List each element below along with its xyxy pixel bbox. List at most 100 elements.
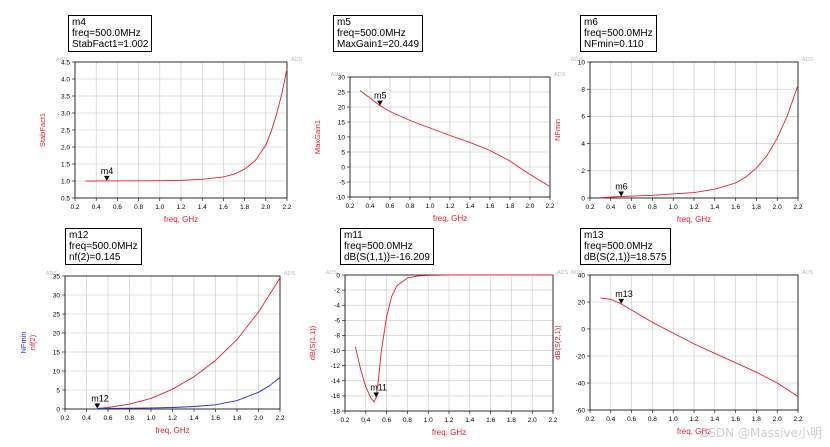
marker-triangle <box>104 175 110 181</box>
x-tick-label: 2.0 <box>773 416 782 423</box>
y-tick-label: 0 <box>336 272 340 279</box>
x-tick-label: 0.6 <box>103 415 112 422</box>
chart-panel-m11: 0.2 0.4 0.6 0.8 1.0 1.2 1.4 1.6 1.8 2.0 2.2 -18 -16 -… <box>308 270 569 437</box>
y-tick-label: -12 <box>331 363 341 370</box>
series-line-blue <box>97 377 281 410</box>
x-tick-label: 1.6 <box>485 203 494 210</box>
chart-panel-m12: 0.2 0.4 0.6 0.8 1.0 1.2 1.4 1.6 1.8 2.0 2.2 0 5 10 15 2… <box>19 271 296 435</box>
x-tick-label: 2.0 <box>528 417 537 424</box>
x-tick-label: 0.2 <box>70 204 79 211</box>
marker-readout-name: m6 <box>584 17 598 28</box>
y-tick-label: -8 <box>334 333 340 340</box>
x-tick-label: 1.0 <box>669 416 678 423</box>
y-tick-label: 15 <box>338 119 346 126</box>
x-tick-label: 1.8 <box>240 204 249 211</box>
x-tick-label: 0.2 <box>585 416 594 423</box>
y-tick-label: 20 <box>53 330 61 337</box>
y-tick-label: 0.5 <box>61 195 70 202</box>
watermark: CSDN @Massive小明 <box>699 426 822 440</box>
x-tick-label: 1.0 <box>669 204 678 211</box>
y-tick-label: 0 <box>56 406 60 413</box>
y-tick-label: -4 <box>334 303 340 310</box>
x-tick-label: 0.4 <box>365 203 374 210</box>
y-tick-label: 3.0 <box>61 110 70 117</box>
y-tick-label: -20 <box>576 353 586 360</box>
x-tick-label: 0.2 <box>60 415 69 422</box>
y-tick-label: 2.0 <box>61 144 70 151</box>
x-tick-label: 0.6 <box>627 204 636 211</box>
marker-triangle <box>373 392 379 398</box>
marker-label: m6 <box>615 182 628 192</box>
x-tick-label: 2.2 <box>545 203 554 210</box>
x-axis-label: freq, GHz <box>164 215 198 224</box>
y-tick-label: 6 <box>581 114 585 121</box>
y-tick-label: 0 <box>341 164 345 171</box>
series-line-red <box>359 90 551 187</box>
x-tick-label: 0.2 <box>340 417 349 424</box>
x-tick-label: 0.6 <box>382 417 391 424</box>
ads-corner-label: ADS <box>571 270 583 276</box>
marker-readout-freq: freq=500.0MHz <box>584 28 653 39</box>
y-tick-label: 5 <box>341 149 345 156</box>
x-tick-label: 1.8 <box>505 203 514 210</box>
x-tick-label: 0.4 <box>361 417 370 424</box>
marker-readout-name: m11 <box>344 230 363 241</box>
y-tick-label: 40 <box>578 272 586 279</box>
marker-readout-value: nf(2)=0.145 <box>69 252 121 263</box>
chart-panel-m13: 0.2 0.4 0.6 0.8 1.0 1.2 1.4 1.6 1.8 2.0 2.2 -60 -40 -… <box>553 270 814 436</box>
chart-panel-m5: 0.2 0.4 0.6 0.8 1.0 1.2 1.4 1.6 1.8 2.0 2.2 -10 -5 0 5… <box>313 72 566 223</box>
marker-readout-freq: freq=500.0MHz <box>584 241 653 252</box>
y-tick-label: 2 <box>581 168 585 175</box>
x-tick-label: 1.4 <box>189 415 198 422</box>
marker-readout-value: StabFact1=1.002 <box>72 39 149 50</box>
y-tick-label: 15 <box>53 349 61 356</box>
marker-label: m12 <box>91 393 109 403</box>
x-tick-label: 1.6 <box>219 204 228 211</box>
y-tick-label: 20 <box>338 104 346 111</box>
ads-corner-label: ADS <box>326 270 338 276</box>
y-tick-label: 2.5 <box>61 127 70 134</box>
y-tick-label: -10 <box>336 194 346 201</box>
x-tick-label: 1.6 <box>731 416 740 423</box>
y-axis-label: MaxGain1 <box>313 120 322 154</box>
x-tick-label: 2.2 <box>282 204 291 211</box>
x-tick-label: 1.0 <box>424 417 433 424</box>
x-tick-label: 2.2 <box>548 417 557 424</box>
marker-readout-name: m5 <box>337 17 351 28</box>
x-tick-label: 2.0 <box>261 204 270 211</box>
ads-corner-label: ADS <box>557 270 569 276</box>
x-tick-label: 1.8 <box>232 415 241 422</box>
y-tick-label: 35 <box>53 273 61 280</box>
marker-triangle <box>94 403 101 409</box>
ads-corner-label: ADS <box>291 57 303 63</box>
y-tick-label: 30 <box>338 74 346 81</box>
x-tick-label: 1.4 <box>710 204 719 211</box>
y-axis-label: NFmin <box>19 331 28 353</box>
y-tick-label: 0 <box>581 195 585 202</box>
y-tick-label: 1.0 <box>61 178 70 185</box>
x-tick-label: 1.4 <box>710 416 719 423</box>
x-tick-label: 1.2 <box>445 203 454 210</box>
marker-readout-m12: m12 freq=500.0MHz nf(2)=0.145 <box>65 228 142 265</box>
marker-readout-name: m4 <box>72 17 86 28</box>
x-tick-label: 0.6 <box>627 416 636 423</box>
x-tick-label: 1.2 <box>176 204 185 211</box>
y-tick-label: -10 <box>331 348 341 355</box>
x-tick-label: 1.2 <box>444 417 453 424</box>
x-tick-label: 0.8 <box>403 417 412 424</box>
marker-label: m4 <box>101 166 114 176</box>
marker-readout-value: dB(S(2,1))=18.575 <box>584 252 667 263</box>
y-axis-label: dB(S(1,1)) <box>308 325 317 360</box>
x-tick-label: 0.4 <box>92 204 101 211</box>
y-tick-label: 10 <box>578 59 586 66</box>
x-tick-label: 1.8 <box>752 204 761 211</box>
series-line-red <box>600 84 799 199</box>
marker-readout-freq: freq=500.0MHz <box>344 241 413 252</box>
x-tick-label: 0.8 <box>648 204 657 211</box>
x-tick-label: 0.4 <box>606 204 615 211</box>
y-axis-label: NFmin <box>553 119 562 141</box>
x-tick-label: 1.6 <box>731 204 740 211</box>
marker-readout-value: dB(S(1,1))=-16.209 <box>344 252 430 263</box>
